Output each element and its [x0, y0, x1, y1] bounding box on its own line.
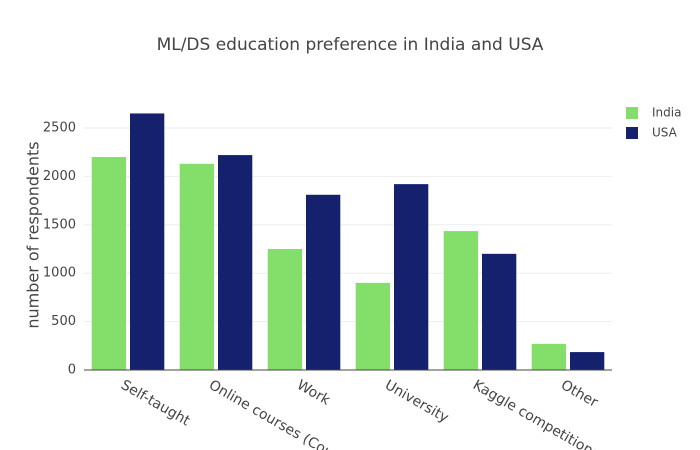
y-tick-label: 0 — [68, 363, 76, 378]
bar — [531, 343, 567, 370]
bar — [481, 253, 517, 370]
bar — [91, 157, 127, 370]
bar — [305, 194, 341, 370]
y-tick-label: 1000 — [43, 266, 76, 281]
y-axis-title: number of respondents — [24, 141, 43, 328]
x-tick-label: Other — [558, 377, 601, 411]
bar — [569, 352, 605, 370]
y-tick-label: 1500 — [43, 217, 76, 232]
bar — [355, 282, 391, 370]
bar — [267, 248, 303, 370]
legend-label: USA — [652, 126, 678, 140]
bar — [443, 231, 479, 370]
y-tick-label: 500 — [51, 314, 76, 329]
y-tick-label: 2500 — [43, 120, 76, 135]
bar — [129, 113, 165, 371]
y-tick-label: 2000 — [43, 169, 76, 184]
x-tick-label: Self-taught — [118, 377, 193, 430]
x-tick-label: Work — [294, 377, 333, 409]
legend-label: India — [652, 106, 681, 120]
bar — [393, 184, 429, 370]
chart-title: ML/DS education preference in India and … — [157, 35, 544, 55]
legend-swatch — [626, 107, 638, 119]
bar — [217, 155, 253, 370]
legend-swatch — [626, 127, 638, 139]
bar — [179, 163, 215, 370]
x-tick-label: University — [382, 377, 451, 426]
